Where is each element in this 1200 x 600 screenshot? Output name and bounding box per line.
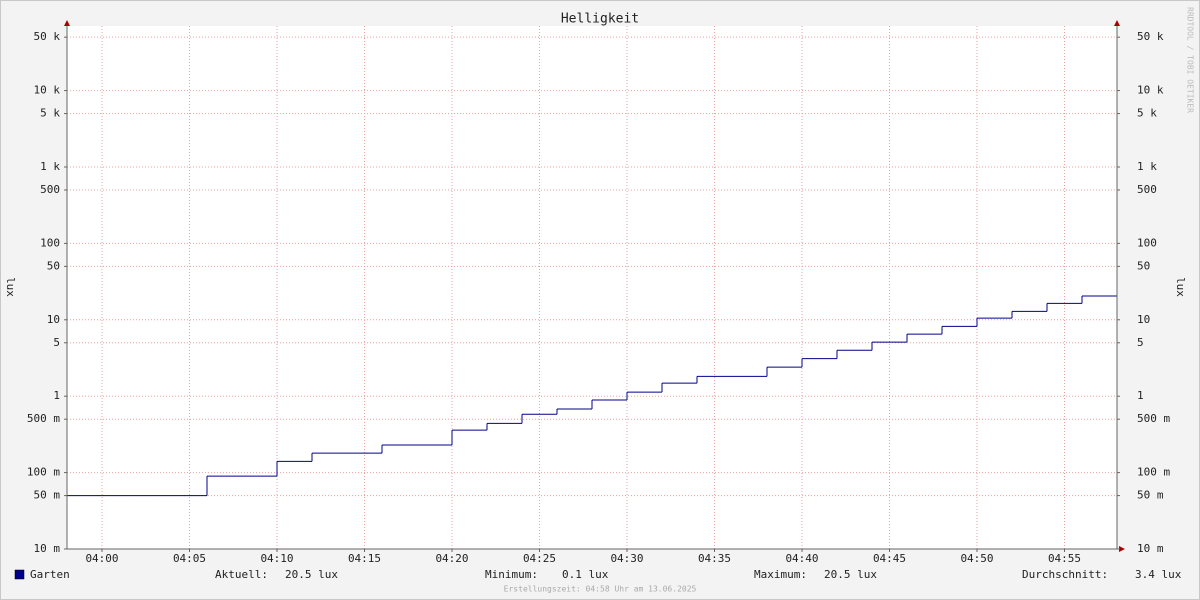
stat-label: Maximum: [754,568,807,581]
y2-tick-label: 50 m [1137,489,1164,502]
x-tick-label: 04:10 [260,552,293,565]
x-tick-label: 04:50 [960,552,993,565]
y-tick-label: 500 [40,183,60,196]
axis-arrow [1114,20,1120,26]
axis-arrow [1119,546,1125,552]
x-tick-label: 04:40 [785,552,818,565]
x-tick-label: 04:25 [523,552,556,565]
y2-tick-label: 1 [1137,389,1144,402]
grid [67,26,1117,549]
axis-arrow [64,20,70,26]
stat-value: 20.5 lux [285,568,338,581]
x-tick-label: 04:55 [1048,552,1081,565]
y2-tick-label: 50 k [1137,30,1164,43]
y2-tick-label: 5 k [1137,107,1157,120]
y2-tick-label: 10 m [1137,542,1164,555]
stat-value: 0.1 lux [562,568,609,581]
y2-tick-label: 50 [1137,259,1150,272]
x-tick-label: 04:20 [435,552,468,565]
y2-tick-label: 5 [1137,336,1144,349]
y2-axis-label: lux [1174,277,1187,297]
y-tick-label: 50 [47,259,60,272]
footer: Erstellungszeit: 04:58 Uhr am 13.06.2025 [504,585,697,594]
y-tick-label: 500 m [27,412,60,425]
y-tick-label: 100 m [27,466,60,479]
y-tick-label: 10 m [34,542,61,555]
y-tick-label: 50 m [34,489,61,502]
y2-tick-label: 1 k [1137,160,1157,173]
stat-label: Minimum: [485,568,538,581]
y-tick-label: 1 k [40,160,60,173]
y-tick-label: 50 k [34,30,61,43]
y-tick-label: 10 [47,313,60,326]
stat-value: 3.4 lux [1135,568,1182,581]
y2-tick-label: 100 [1137,236,1157,249]
legend-label: Garten [30,568,70,581]
y2-tick-label: 100 m [1137,466,1170,479]
marks [67,295,1117,497]
x-tick-label: 04:15 [348,552,381,565]
watermark: RRDTOOL / TOBI OETIKER [1186,7,1195,113]
y-axis-label: lux [4,277,17,297]
y2-tick-label: 500 m [1137,412,1170,425]
y-tick-label: 1 [53,389,60,402]
y-tick-label: 100 [40,236,60,249]
x-tick-label: 04:45 [873,552,906,565]
x-tick-label: 04:00 [85,552,118,565]
y-tick-label: 5 [53,336,60,349]
plot-area [67,26,1117,549]
y2-tick-label: 10 k [1137,84,1164,97]
y2-tick-label: 10 [1137,313,1150,326]
x-tick-label: 04:30 [610,552,643,565]
stat-value: 20.5 lux [824,568,877,581]
y-tick-label: 5 k [40,107,60,120]
chart-title: Helligkeit [561,12,639,27]
x-tick-label: 04:35 [698,552,731,565]
y-tick-label: 10 k [34,84,61,97]
stat-label: Durchschnitt: [1022,568,1108,581]
stat-label: Aktuell: [215,568,268,581]
legend-swatch [14,569,25,580]
y2-tick-label: 500 [1137,183,1157,196]
x-tick-label: 04:05 [173,552,206,565]
